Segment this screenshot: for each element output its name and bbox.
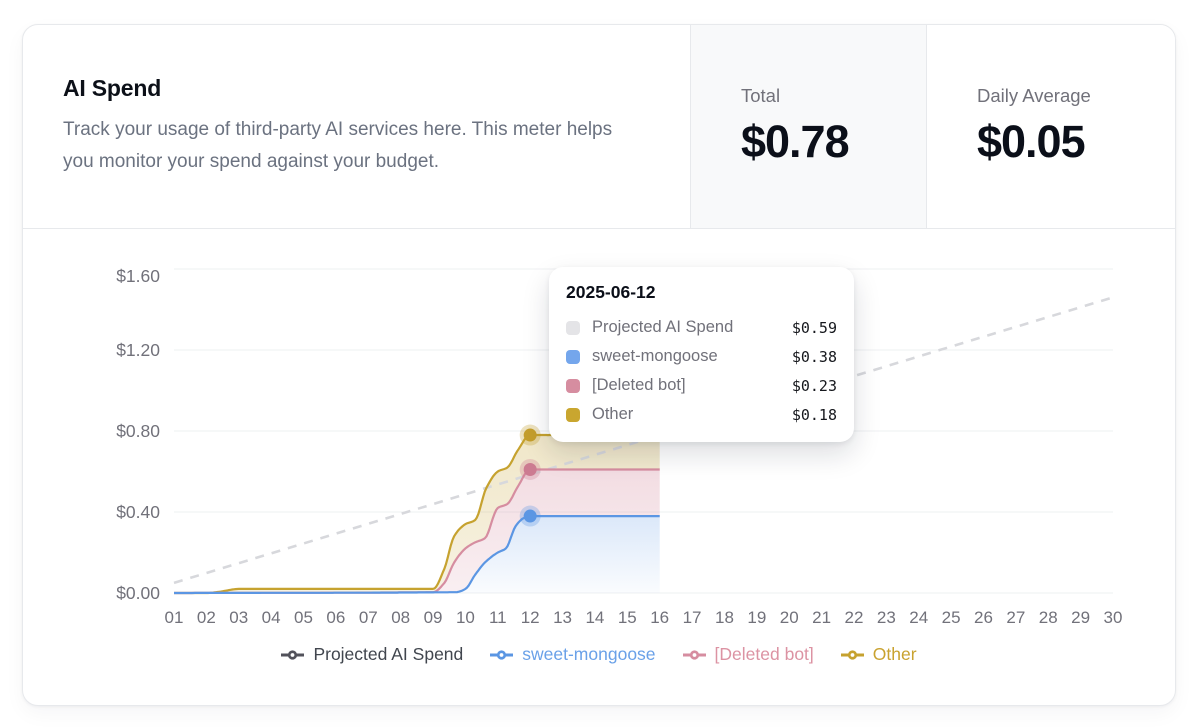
x-axis-label: 28 [1039, 608, 1058, 627]
stat-daily-average-label: Daily Average [977, 85, 1091, 106]
tooltip-row: Other $0.18 [566, 400, 837, 429]
stat-total-value: $0.78 [741, 116, 850, 167]
x-axis-label: 23 [877, 608, 896, 627]
tooltip-row: sweet-mongoose $0.38 [566, 342, 837, 371]
tooltip-date: 2025-06-12 [566, 282, 656, 302]
projected-spend-line [173, 296, 1114, 585]
card-header: AI Spend Track your usage of third-party… [23, 25, 1175, 229]
hover-marker-dot [523, 509, 537, 523]
x-axis-label: 30 [1104, 608, 1123, 627]
x-axis-label: 17 [683, 608, 702, 627]
series-swatch-icon [566, 349, 580, 364]
x-axis-label: 26 [974, 608, 993, 627]
x-axis-label: 08 [391, 608, 410, 627]
x-axis-label: 14 [585, 608, 604, 627]
tooltip-row: [Deleted bot] $0.23 [566, 371, 837, 400]
tooltip-series-label: Projected AI Spend [592, 318, 734, 336]
hover-marker-dot [523, 462, 537, 476]
ai-spend-card: AI Spend Track your usage of third-party… [22, 24, 1176, 706]
page-title: AI Spend [63, 75, 162, 101]
y-axis-label: $1.60 [116, 266, 160, 286]
x-axis-label: 05 [294, 608, 313, 627]
x-axis-label: 16 [650, 608, 669, 627]
area-band-other [174, 435, 660, 593]
x-axis-label: 21 [812, 608, 831, 627]
area-band-deletedbot [174, 469, 660, 593]
x-axis-label: 01 [165, 608, 184, 627]
tooltip-series-label: Other [592, 405, 634, 423]
x-axis-label: 04 [262, 608, 281, 627]
stat-total: Total $0.78 [690, 25, 927, 228]
header-text-block: AI Spend Track your usage of third-party… [23, 25, 690, 228]
series-swatch-icon [566, 378, 580, 393]
x-axis-label: 20 [780, 608, 799, 627]
legend-item-deleted-bot[interactable]: [Deleted bot] [682, 644, 814, 665]
tooltip-series-value: $0.59 [791, 318, 837, 337]
tooltip-series-label: sweet-mongoose [592, 347, 718, 365]
x-axis-label: 18 [715, 608, 734, 627]
tooltip-series-value: $0.38 [791, 347, 837, 366]
tooltip-row: Projected AI Spend $0.59 [566, 313, 837, 342]
series-line-sweet-mongoose [174, 515, 660, 595]
legend-item-label: Projected AI Spend [313, 644, 464, 664]
hover-marker-dot [523, 428, 537, 442]
legend-line-marker-icon [682, 649, 706, 660]
area-band-sweet-mongoose [174, 516, 660, 593]
series-swatch-icon [566, 407, 580, 422]
x-axis-label: 12 [521, 608, 540, 627]
tooltip-series-value: $0.18 [791, 405, 837, 424]
tooltip-rows: Projected AI Spend $0.59 sweet-mongoose $0.… [566, 313, 837, 429]
x-axis-label: 10 [456, 608, 475, 627]
stat-total-label: Total [741, 85, 781, 106]
legend-item-label: Other [872, 644, 917, 664]
legend-item-sweet-mongoose[interactable]: sweet-mongoose [490, 644, 656, 665]
legend-item-label: sweet-mongoose [522, 644, 656, 664]
legend-line-marker-icon [840, 649, 864, 660]
tooltip-series-label: [Deleted bot] [592, 376, 686, 394]
x-axis-label: 09 [424, 608, 443, 627]
y-axis-label: $0.40 [116, 502, 160, 522]
x-axis-label: 07 [359, 608, 378, 627]
x-axis-label: 27 [1006, 608, 1025, 627]
stat-daily-average: Daily Average $0.05 [927, 25, 1175, 228]
x-axis-label: 29 [1071, 608, 1090, 627]
x-axis-label: 19 [747, 608, 766, 627]
legend-line-marker-icon [281, 649, 305, 660]
x-axis-label: 22 [845, 608, 864, 627]
x-axis-label: 25 [942, 608, 961, 627]
x-axis-label: 15 [618, 608, 637, 627]
x-axis-label: 06 [326, 608, 345, 627]
chart-legend: Projected AI Spend sweet-mongoose [Deleted… [23, 644, 1175, 665]
stat-daily-average-value: $0.05 [977, 116, 1086, 167]
x-axis-label: 03 [229, 608, 248, 627]
x-axis-label: 24 [909, 608, 928, 627]
legend-item-label: [Deleted bot] [714, 644, 814, 664]
x-axis-label: 13 [553, 608, 572, 627]
series-swatch-icon [566, 320, 580, 335]
y-axis-label: $0.00 [116, 583, 160, 603]
legend-item-other[interactable]: Other [840, 644, 917, 665]
legend-line-marker-icon [490, 649, 514, 660]
chart-tooltip: 2025-06-12 Projected AI Spend $0.59 sweet-… [549, 267, 854, 442]
y-axis-label: $0.80 [116, 421, 160, 441]
x-axis-label: 11 [489, 608, 507, 627]
x-axis-label: 02 [197, 608, 216, 627]
tooltip-series-value: $0.23 [791, 376, 837, 395]
legend-item-projected-ai-spend[interactable]: Projected AI Spend [281, 644, 463, 665]
page-description: Track your usage of third-party AI servi… [63, 119, 613, 172]
y-axis-label: $1.20 [116, 340, 160, 360]
